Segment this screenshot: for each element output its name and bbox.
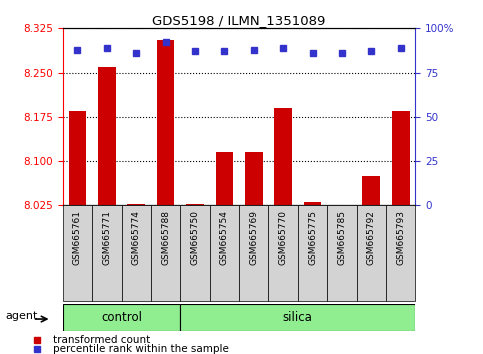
- Bar: [333, 205, 351, 207]
- Text: control: control: [101, 311, 142, 324]
- Bar: [239, 205, 269, 301]
- Text: GSM665771: GSM665771: [102, 210, 112, 265]
- Bar: [215, 152, 233, 205]
- Bar: [63, 205, 92, 301]
- Text: GSM665775: GSM665775: [308, 210, 317, 265]
- Bar: [98, 67, 116, 205]
- Text: percentile rank within the sample: percentile rank within the sample: [53, 343, 229, 354]
- Text: GSM665788: GSM665788: [161, 210, 170, 265]
- Text: GSM665770: GSM665770: [279, 210, 288, 265]
- Bar: [63, 304, 180, 331]
- Bar: [151, 205, 180, 301]
- Bar: [327, 205, 356, 301]
- Bar: [157, 40, 174, 205]
- Text: GSM665785: GSM665785: [338, 210, 346, 265]
- Text: GSM665750: GSM665750: [190, 210, 199, 265]
- Bar: [392, 111, 410, 205]
- Bar: [362, 176, 380, 205]
- Text: GSM665774: GSM665774: [132, 210, 141, 265]
- Title: GDS5198 / ILMN_1351089: GDS5198 / ILMN_1351089: [153, 14, 326, 27]
- Bar: [186, 204, 204, 205]
- Bar: [128, 204, 145, 205]
- Bar: [386, 205, 415, 301]
- Bar: [356, 205, 386, 301]
- Bar: [122, 205, 151, 301]
- Bar: [274, 108, 292, 205]
- Bar: [180, 304, 415, 331]
- Bar: [245, 152, 263, 205]
- Text: silica: silica: [283, 311, 313, 324]
- Bar: [269, 205, 298, 301]
- Bar: [210, 205, 239, 301]
- Text: GSM665769: GSM665769: [249, 210, 258, 265]
- Bar: [92, 205, 122, 301]
- Text: GSM665761: GSM665761: [73, 210, 82, 265]
- Text: transformed count: transformed count: [53, 335, 150, 345]
- Text: GSM665754: GSM665754: [220, 210, 229, 265]
- Bar: [304, 202, 321, 205]
- Text: GSM665792: GSM665792: [367, 210, 376, 265]
- Text: agent: agent: [5, 312, 37, 321]
- Text: GSM665793: GSM665793: [396, 210, 405, 265]
- Bar: [69, 111, 86, 205]
- Bar: [180, 205, 210, 301]
- Bar: [298, 205, 327, 301]
